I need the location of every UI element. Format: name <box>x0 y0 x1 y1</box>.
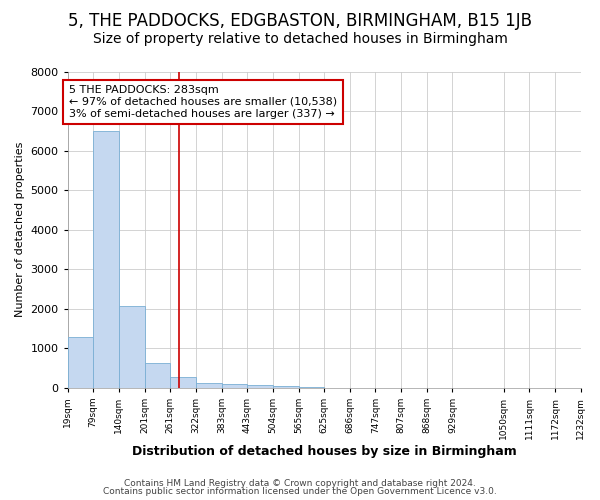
Text: 5 THE PADDOCKS: 283sqm
← 97% of detached houses are smaller (10,538)
3% of semi-: 5 THE PADDOCKS: 283sqm ← 97% of detached… <box>69 86 337 118</box>
Bar <box>170 376 196 388</box>
Bar <box>119 306 145 388</box>
Bar <box>273 386 299 388</box>
X-axis label: Distribution of detached houses by size in Birmingham: Distribution of detached houses by size … <box>132 444 517 458</box>
Text: Contains public sector information licensed under the Open Government Licence v3: Contains public sector information licen… <box>103 487 497 496</box>
Bar <box>93 131 119 388</box>
Bar <box>145 363 170 388</box>
Bar <box>221 384 247 388</box>
Y-axis label: Number of detached properties: Number of detached properties <box>15 142 25 318</box>
Bar <box>196 382 221 388</box>
Bar <box>247 386 273 388</box>
Bar <box>68 337 93 388</box>
Bar <box>299 387 324 388</box>
Text: Size of property relative to detached houses in Birmingham: Size of property relative to detached ho… <box>92 32 508 46</box>
Text: 5, THE PADDOCKS, EDGBASTON, BIRMINGHAM, B15 1JB: 5, THE PADDOCKS, EDGBASTON, BIRMINGHAM, … <box>68 12 532 30</box>
Text: Contains HM Land Registry data © Crown copyright and database right 2024.: Contains HM Land Registry data © Crown c… <box>124 478 476 488</box>
